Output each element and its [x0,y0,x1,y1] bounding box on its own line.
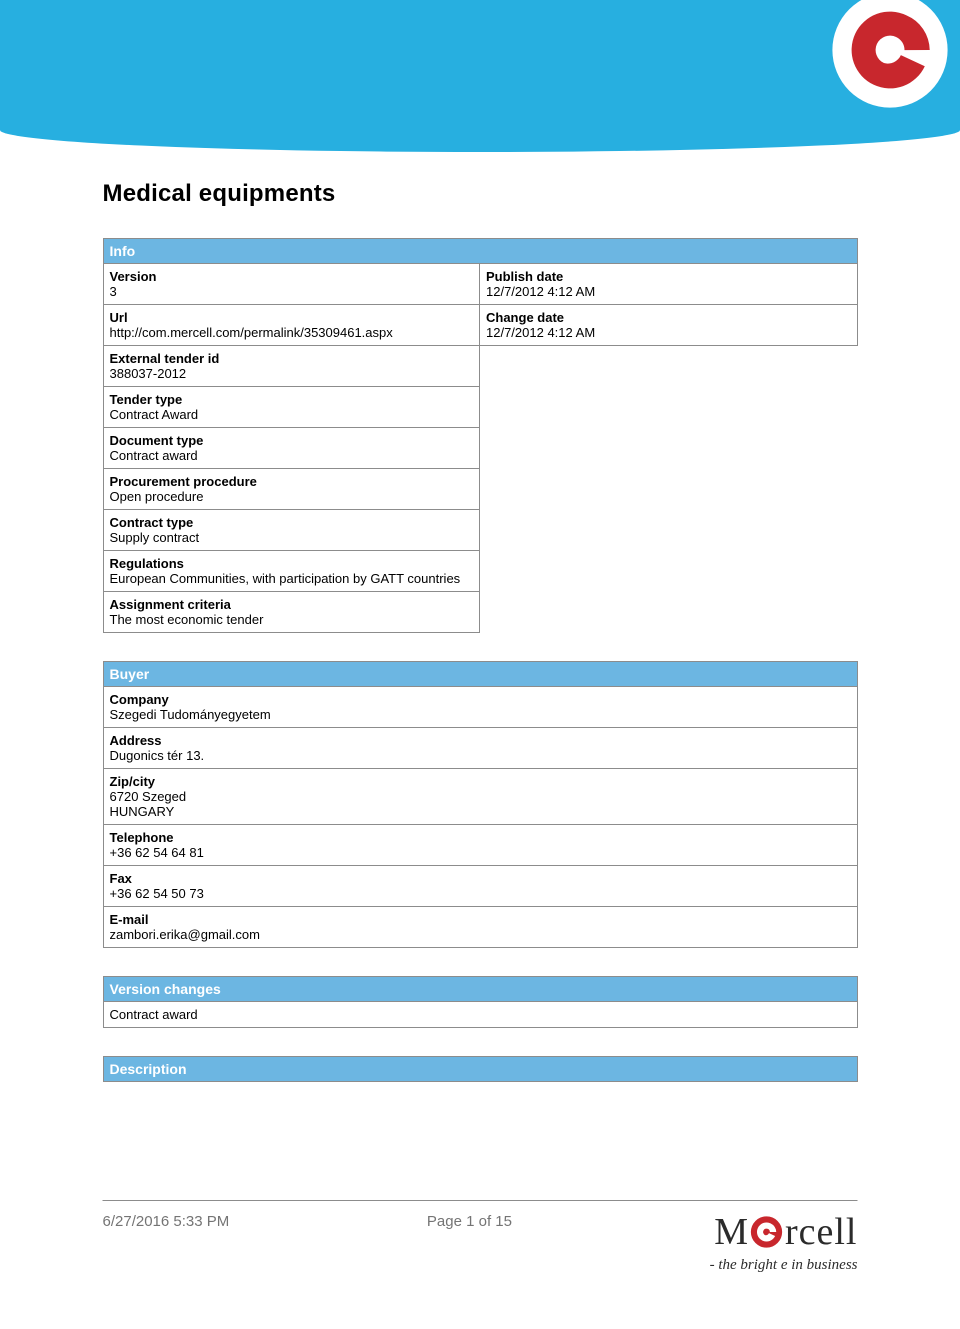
procurement-cell: Procurement procedure Open procedure [103,469,481,510]
zipcity-cell: Zip/city 6720 Szeged HUNGARY [103,769,858,825]
page-title: Medical equipments [103,180,858,208]
document-type-cell: Document type Contract award [103,428,481,469]
address-label: Address [110,733,851,748]
tender-type-cell: Tender type Contract Award [103,387,481,428]
company-label: Company [110,692,851,707]
description-section: Description [103,1056,858,1082]
address-value: Dugonics tér 13. [110,748,851,763]
info-header: Info [103,238,858,264]
info-left-col: Version 3 Url http://com.mercell.com/per… [103,264,481,633]
document-type-label: Document type [110,433,474,448]
external-tender-label: External tender id [110,351,474,366]
description-header: Description [103,1056,858,1082]
url-label: Url [110,310,474,325]
contract-type-value: Supply contract [110,530,474,545]
assignment-cell: Assignment criteria The most economic te… [103,592,481,633]
contract-type-cell: Contract type Supply contract [103,510,481,551]
content-area: Medical equipments Info Version 3 Url ht… [103,152,858,1082]
footer-timestamp: 6/27/2016 5:33 PM [103,1213,230,1230]
version-changes-section: Version changes Contract award [103,976,858,1028]
version-value: 3 [110,284,474,299]
publish-date-cell: Publish date 12/7/2012 4:12 AM [480,264,858,305]
page-footer: 6/27/2016 5:33 PM Page 1 of 15 M rcell -… [103,1200,858,1274]
footer-logo-e-icon [750,1215,784,1249]
fax-label: Fax [110,871,851,886]
mercell-e-icon [830,0,950,110]
email-label: E-mail [110,912,851,927]
footer-divider [103,1200,858,1201]
document-type-value: Contract award [110,448,474,463]
url-value: http://com.mercell.com/permalink/3530946… [110,325,474,340]
header-banner [0,0,960,152]
contract-type-label: Contract type [110,515,474,530]
version-cell: Version 3 [103,264,481,305]
email-value: zambori.erika@gmail.com [110,927,851,942]
tender-type-label: Tender type [110,392,474,407]
procurement-label: Procurement procedure [110,474,474,489]
buyer-section: Buyer Company Szegedi Tudományegyetem Ad… [103,661,858,948]
version-changes-header: Version changes [103,976,858,1002]
company-cell: Company Szegedi Tudományegyetem [103,687,858,728]
tender-type-value: Contract Award [110,407,474,422]
change-date-value: 12/7/2012 4:12 AM [486,325,851,340]
external-tender-cell: External tender id 388037-2012 [103,346,481,387]
change-date-cell: Change date 12/7/2012 4:12 AM [480,305,858,346]
zipcity-value: 6720 Szeged HUNGARY [110,789,851,819]
telephone-label: Telephone [110,830,851,845]
assignment-label: Assignment criteria [110,597,474,612]
telephone-cell: Telephone +36 62 54 64 81 [103,825,858,866]
buyer-header: Buyer [103,661,858,687]
change-date-label: Change date [486,310,851,325]
footer-page: Page 1 of 15 [427,1213,512,1230]
assignment-value: The most economic tender [110,612,474,627]
publish-date-value: 12/7/2012 4:12 AM [486,284,851,299]
email-cell: E-mail zambori.erika@gmail.com [103,907,858,948]
footer-logo-rcell: rcell [785,1213,858,1251]
procurement-value: Open procedure [110,489,474,504]
company-value: Szegedi Tudományegyetem [110,707,851,722]
regulations-label: Regulations [110,556,474,571]
regulations-cell: Regulations European Communities, with p… [103,551,481,592]
telephone-value: +36 62 54 64 81 [110,845,851,860]
url-cell: Url http://com.mercell.com/permalink/353… [103,305,481,346]
footer-tagline: - the bright e in business [710,1257,858,1274]
version-label: Version [110,269,474,284]
regulations-value: European Communities, with participation… [110,571,474,586]
publish-date-label: Publish date [486,269,851,284]
fax-cell: Fax +36 62 54 50 73 [103,866,858,907]
zipcity-label: Zip/city [110,774,851,789]
footer-logo: M rcell - the bright e in business [710,1213,858,1274]
footer-logo-m: M [714,1213,749,1251]
info-section: Info Version 3 Url http://com.mercell.co… [103,238,858,633]
info-right-col: Publish date 12/7/2012 4:12 AM Change da… [480,264,858,346]
version-changes-value: Contract award [110,1007,851,1022]
external-tender-value: 388037-2012 [110,366,474,381]
fax-value: +36 62 54 50 73 [110,886,851,901]
version-changes-row: Contract award [103,1002,858,1028]
address-cell: Address Dugonics tér 13. [103,728,858,769]
